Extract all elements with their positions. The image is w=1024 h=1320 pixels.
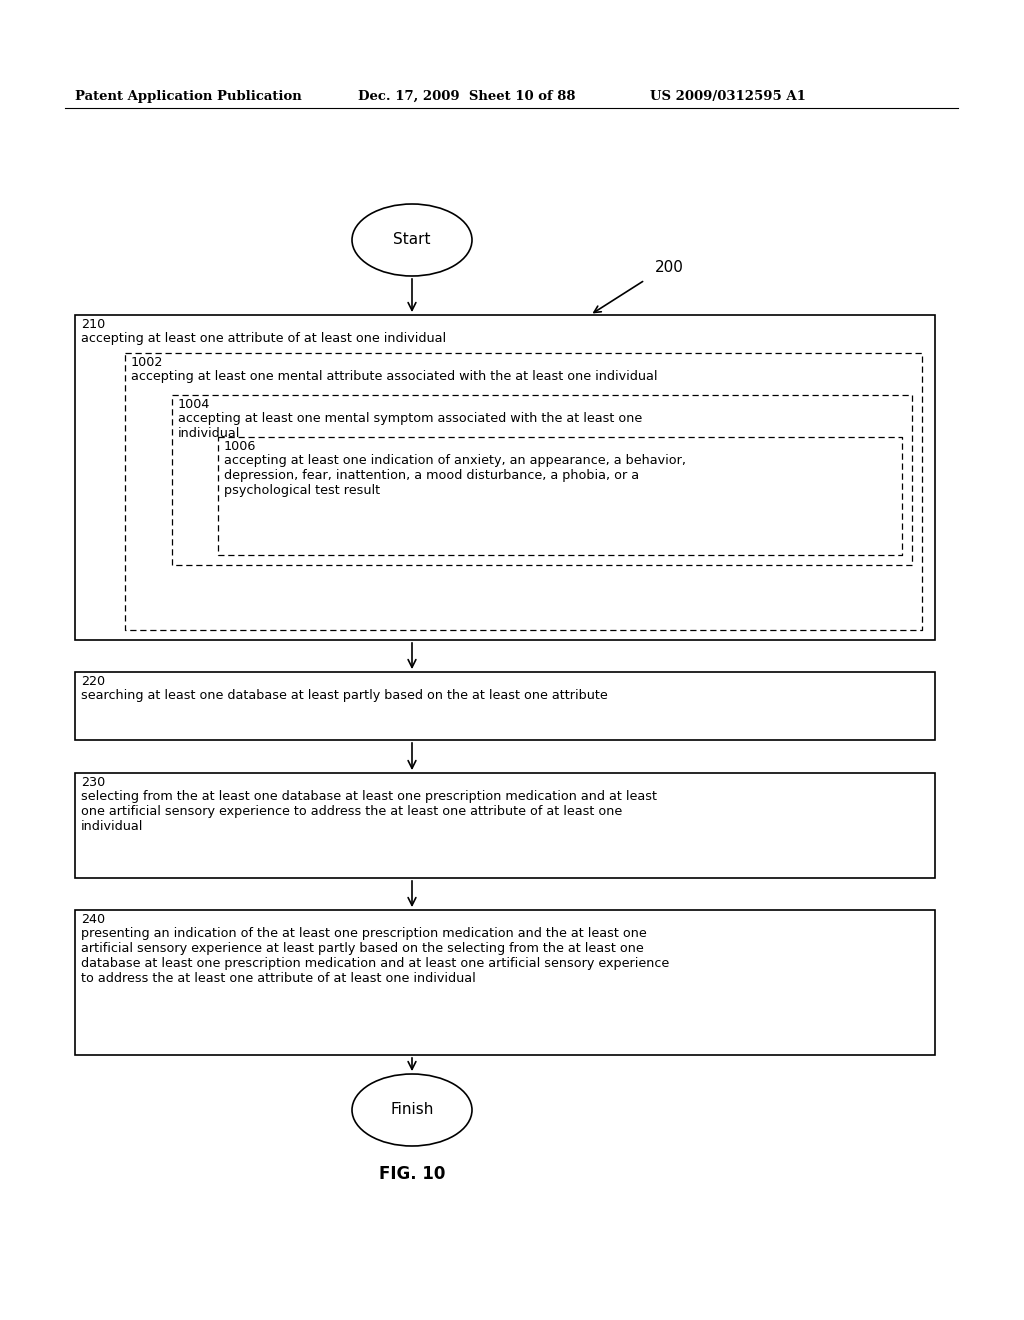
Text: 200: 200 <box>655 260 684 276</box>
Text: selecting from the at least one database at least one prescription medication an: selecting from the at least one database… <box>81 789 657 833</box>
Text: 210: 210 <box>81 318 105 331</box>
Ellipse shape <box>352 205 472 276</box>
Text: 230: 230 <box>81 776 105 789</box>
Text: accepting at least one mental attribute associated with the at least one individ: accepting at least one mental attribute … <box>131 370 657 383</box>
Text: 1002: 1002 <box>131 356 164 370</box>
Text: Dec. 17, 2009  Sheet 10 of 88: Dec. 17, 2009 Sheet 10 of 88 <box>358 90 575 103</box>
Text: FIG. 10: FIG. 10 <box>379 1166 445 1183</box>
Text: 1004: 1004 <box>178 399 210 411</box>
Bar <box>75 909 935 1055</box>
Text: Start: Start <box>393 232 431 248</box>
Text: accepting at least one indication of anxiety, an appearance, a behavior,
depress: accepting at least one indication of anx… <box>224 454 686 498</box>
Ellipse shape <box>352 1074 472 1146</box>
Text: searching at least one database at least partly based on the at least one attrib: searching at least one database at least… <box>81 689 608 702</box>
Bar <box>75 774 935 878</box>
Text: Patent Application Publication: Patent Application Publication <box>75 90 302 103</box>
Text: Finish: Finish <box>390 1102 434 1118</box>
Text: US 2009/0312595 A1: US 2009/0312595 A1 <box>650 90 806 103</box>
Bar <box>75 315 935 640</box>
Text: 240: 240 <box>81 913 105 927</box>
Text: presenting an indication of the at least one prescription medication and the at : presenting an indication of the at least… <box>81 927 670 985</box>
Bar <box>75 672 935 741</box>
Text: accepting at least one attribute of at least one individual: accepting at least one attribute of at l… <box>81 333 446 345</box>
Text: 1006: 1006 <box>224 440 256 453</box>
Text: accepting at least one mental symptom associated with the at least one
individua: accepting at least one mental symptom as… <box>178 412 642 440</box>
Text: 220: 220 <box>81 675 105 688</box>
